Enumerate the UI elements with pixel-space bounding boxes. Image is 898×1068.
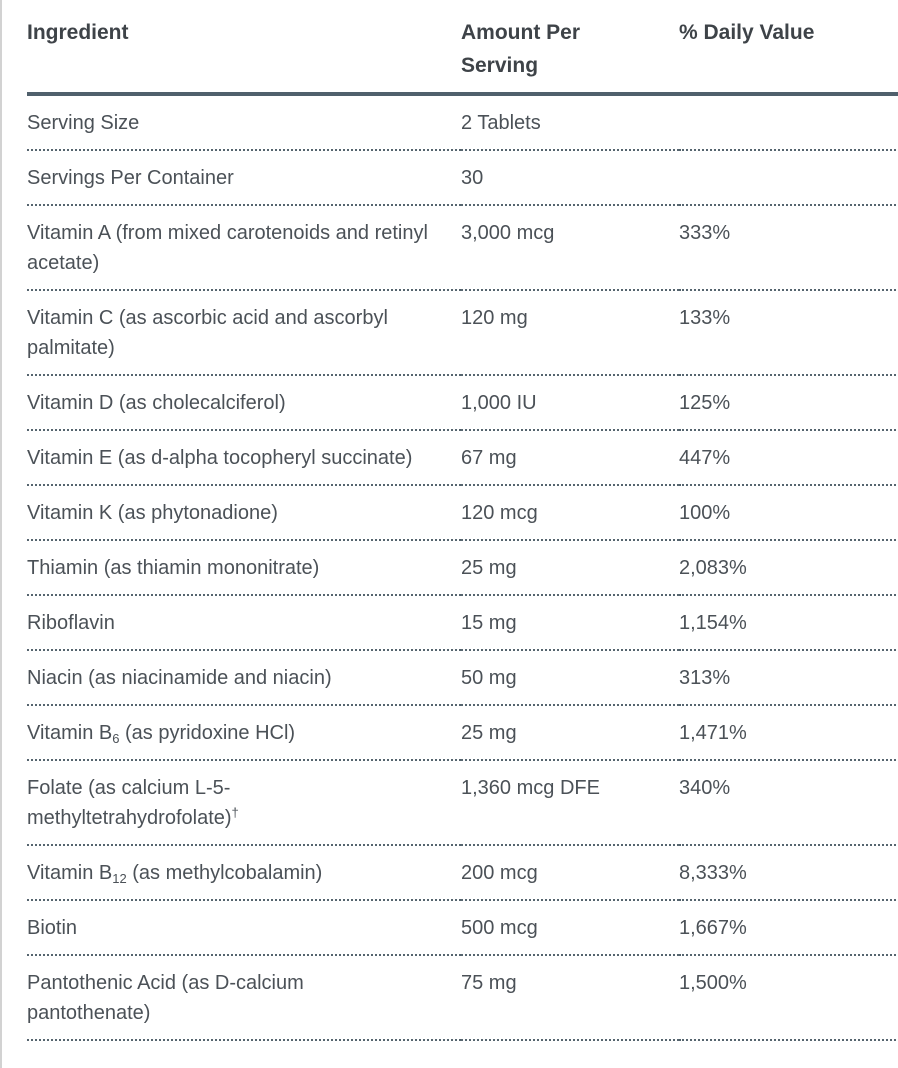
- daily-value-cell: [679, 94, 898, 151]
- daily-value-cell: [679, 150, 898, 206]
- amount-cell: 25 mg: [461, 540, 679, 596]
- column-header-ingredient: Ingredient: [27, 0, 461, 96]
- daily-value-cell: 313%: [679, 650, 898, 706]
- amount-cell: 2 Tablets: [461, 94, 679, 151]
- ingredient-cell: Servings Per Container: [27, 150, 461, 206]
- column-header-daily-value: % Daily Value: [679, 0, 898, 96]
- ingredient-cell: Vitamin A (from mixed carotenoids and re…: [27, 205, 461, 291]
- ingredient-cell: Niacin (as niacinamide and niacin): [27, 650, 461, 706]
- table-row: Pantothenic Acid (as D-calcium pantothen…: [27, 955, 898, 1041]
- amount-cell: 15 mg: [461, 595, 679, 651]
- amount-cell: 25 mg: [461, 705, 679, 761]
- supplement-facts-table: Ingredient Amount Per Serving % Daily Va…: [27, 0, 898, 1041]
- ingredient-cell: Thiamin (as thiamin mononitrate): [27, 540, 461, 596]
- ingredient-cell: Serving Size: [27, 94, 461, 151]
- amount-cell: 75 mg: [461, 955, 679, 1041]
- table-row: Vitamin C (as ascorbic acid and ascorbyl…: [27, 290, 898, 376]
- daily-value-cell: 8,333%: [679, 845, 898, 901]
- amount-cell: 1,360 mcg DFE: [461, 760, 679, 846]
- ingredient-cell: Vitamin C (as ascorbic acid and ascorbyl…: [27, 290, 461, 376]
- chemical-subscript: 12: [112, 871, 127, 886]
- amount-cell: 1,000 IU: [461, 375, 679, 431]
- column-header-amount-per-serving: Amount Per Serving: [461, 0, 679, 96]
- table-row: Riboflavin 15 mg 1,154%: [27, 595, 898, 651]
- table-header: Ingredient Amount Per Serving % Daily Va…: [27, 0, 898, 96]
- table-row: Vitamin D (as cholecalciferol) 1,000 IU 12…: [27, 375, 898, 431]
- column-header-amount-label: Amount Per Serving: [461, 21, 581, 77]
- ingredient-cell: Vitamin D (as cholecalciferol): [27, 375, 461, 431]
- daily-value-cell: 447%: [679, 430, 898, 486]
- daily-value-cell: 333%: [679, 205, 898, 291]
- table-row: Vitamin K (as phytonadione) 120 mcg 100%: [27, 485, 898, 541]
- daily-value-cell: 2,083%: [679, 540, 898, 596]
- ingredient-cell: Biotin: [27, 900, 461, 956]
- daily-value-cell: 100%: [679, 485, 898, 541]
- header-row: Ingredient Amount Per Serving % Daily Va…: [27, 0, 898, 96]
- table-row: Vitamin E (as d-alpha tocopheryl succina…: [27, 430, 898, 486]
- amount-cell: 30: [461, 150, 679, 206]
- table-row: Serving Size 2 Tablets: [27, 94, 898, 151]
- amount-cell: 120 mg: [461, 290, 679, 376]
- amount-cell: 67 mg: [461, 430, 679, 486]
- table-row: Vitamin B6 (as pyridoxine HCl) 25 mg 1,471…: [27, 705, 898, 761]
- table-row: Vitamin B12 (as methylcobalamin) 200 mcg 8…: [27, 845, 898, 901]
- amount-cell: 50 mg: [461, 650, 679, 706]
- footnote-dagger: †: [231, 805, 239, 820]
- table-row: Folate (as calcium L-5-methyltetrahydrof…: [27, 760, 898, 846]
- daily-value-cell: 1,500%: [679, 955, 898, 1041]
- amount-cell: 500 mcg: [461, 900, 679, 956]
- amount-cell: 200 mcg: [461, 845, 679, 901]
- ingredient-cell: Vitamin B6 (as pyridoxine HCl): [27, 705, 461, 761]
- ingredient-cell: Folate (as calcium L-5-methyltetrahydrof…: [27, 760, 461, 846]
- table-row: Vitamin A (from mixed carotenoids and re…: [27, 205, 898, 291]
- amount-cell: 120 mcg: [461, 485, 679, 541]
- table-row: Thiamin (as thiamin mononitrate) 25 mg 2,0…: [27, 540, 898, 596]
- daily-value-cell: 340%: [679, 760, 898, 846]
- daily-value-cell: 1,667%: [679, 900, 898, 956]
- ingredient-cell: Riboflavin: [27, 595, 461, 651]
- ingredient-cell: Vitamin K (as phytonadione): [27, 485, 461, 541]
- daily-value-cell: 1,471%: [679, 705, 898, 761]
- ingredient-cell: Vitamin E (as d-alpha tocopheryl succina…: [27, 430, 461, 486]
- table-row: Niacin (as niacinamide and niacin) 50 mg 3…: [27, 650, 898, 706]
- ingredient-cell: Pantothenic Acid (as D-calcium pantothen…: [27, 955, 461, 1041]
- table-row: Servings Per Container 30: [27, 150, 898, 206]
- chemical-subscript: 6: [112, 731, 120, 746]
- daily-value-cell: 125%: [679, 375, 898, 431]
- ingredient-cell: Vitamin B12 (as methylcobalamin): [27, 845, 461, 901]
- daily-value-cell: 1,154%: [679, 595, 898, 651]
- table-row: Biotin 500 mcg 1,667%: [27, 900, 898, 956]
- daily-value-cell: 133%: [679, 290, 898, 376]
- amount-cell: 3,000 mcg: [461, 205, 679, 291]
- table-body: Serving Size 2 Tablets Servings Per Contai…: [27, 94, 898, 1041]
